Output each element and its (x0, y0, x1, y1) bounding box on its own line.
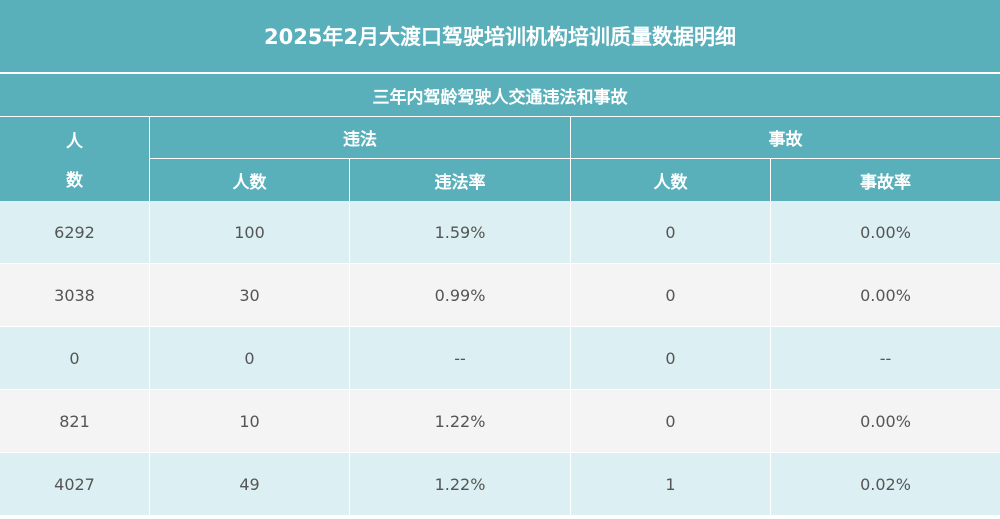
divider (0, 263, 1000, 264)
cell-accident-count: 0 (665, 411, 676, 431)
header-violation-count: 人数 (150, 159, 349, 201)
header-people-top: 人 (66, 132, 83, 152)
cell-violation-rate: 1.22% (434, 411, 486, 431)
cell-violation-rate: 0.99% (434, 285, 486, 305)
cell-total: 3038 (54, 285, 95, 305)
cell-accident-count: 0 (665, 285, 676, 305)
cell-accident-count: 1 (665, 474, 676, 494)
divider (149, 201, 150, 519)
divider (570, 117, 571, 201)
page-title: 2025年2月大渡口驾驶培训机构培训质量数据明细 (0, 0, 1000, 72)
cell-accident-rate: 0.00% (860, 285, 911, 305)
cell-total: 821 (59, 411, 90, 431)
table-row: 6292 100 1.59% 0 0.00% (0, 201, 1000, 263)
header-violation-group: 违法 (150, 117, 570, 158)
cell-total: 4027 (54, 474, 95, 494)
table-row: 0 0 -- 0 -- (0, 327, 1000, 389)
divider (0, 116, 1000, 117)
divider (349, 201, 350, 519)
cell-violation-count: 10 (239, 411, 260, 431)
divider (0, 389, 1000, 390)
divider (0, 73, 1000, 74)
header-violation-rate: 违法率 (350, 159, 570, 201)
cell-violation-rate: 1.59% (434, 222, 486, 242)
header-accident-count: 人数 (571, 159, 770, 201)
divider (0, 452, 1000, 453)
divider (149, 117, 150, 201)
cell-violation-count: 30 (239, 285, 260, 305)
cell-total: 0 (69, 348, 80, 368)
table-row: 3038 30 0.99% 0 0.00% (0, 264, 1000, 326)
cell-violation-count: 49 (239, 474, 260, 494)
table-row: 821 10 1.22% 0 0.00% (0, 390, 1000, 452)
cell-violation-rate: 1.22% (434, 474, 486, 494)
divider (570, 201, 571, 519)
cell-accident-rate: -- (879, 348, 892, 368)
cell-accident-rate: 0.00% (860, 222, 911, 242)
header-people: 人 数 (0, 117, 149, 201)
header-accident-group: 事故 (571, 117, 1000, 158)
table-subtitle: 三年内驾龄驾驶人交通违法和事故 (0, 74, 1000, 116)
divider (0, 326, 1000, 327)
cell-violation-rate: -- (454, 348, 466, 368)
divider (770, 159, 771, 201)
cell-accident-count: 0 (665, 222, 676, 242)
table-row: 4027 49 1.22% 1 0.02% (0, 453, 1000, 515)
divider (150, 158, 1000, 159)
divider (349, 159, 350, 201)
cell-total: 6292 (54, 222, 95, 242)
cell-violation-count: 0 (244, 348, 255, 368)
header-people-bottom: 数 (66, 171, 83, 191)
cell-accident-rate: 0.02% (860, 474, 911, 494)
cell-violation-count: 100 (234, 222, 265, 242)
divider (770, 201, 771, 519)
header-accident-rate: 事故率 (771, 159, 1000, 201)
cell-accident-rate: 0.00% (860, 411, 911, 431)
cell-accident-count: 0 (665, 348, 676, 368)
